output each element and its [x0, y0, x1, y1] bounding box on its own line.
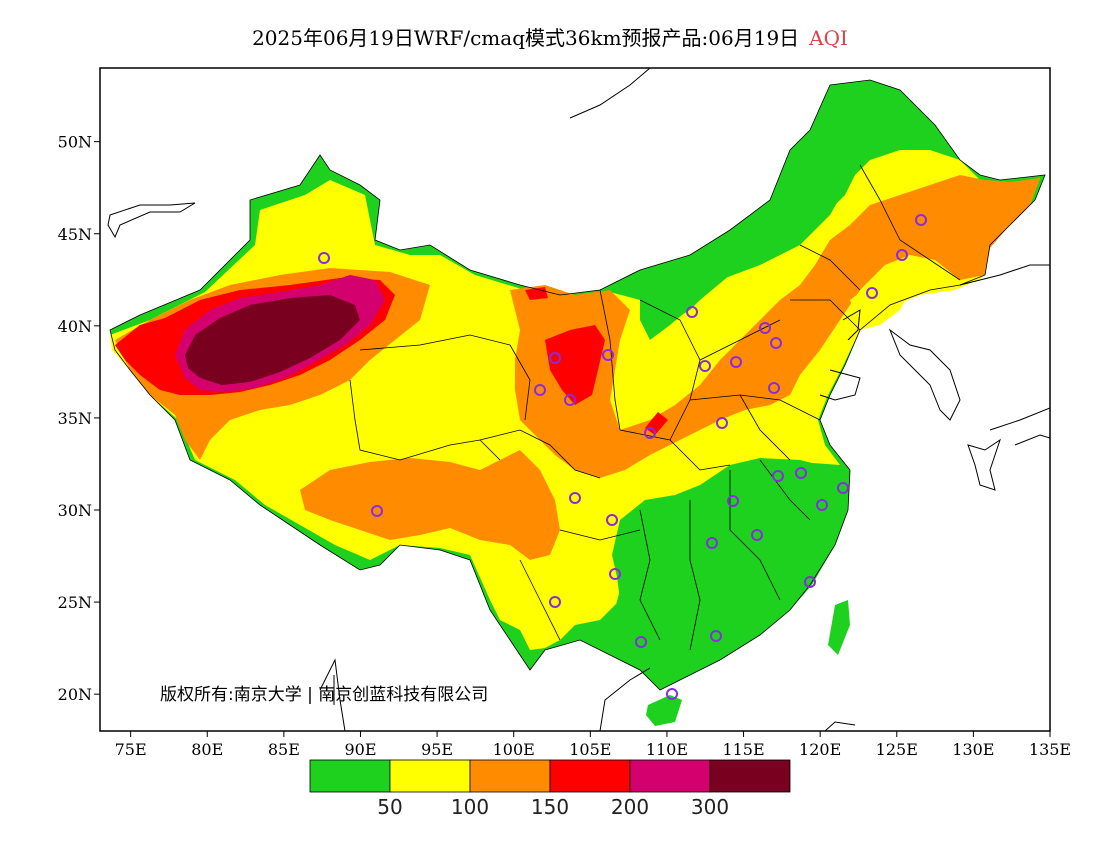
- legend-swatch: [309, 759, 391, 793]
- station-marker: [686, 306, 698, 318]
- legend-swatch: [549, 759, 631, 793]
- neighbour-coastlines: [107, 68, 1050, 731]
- hainan-island: [646, 695, 682, 726]
- station-marker: [609, 568, 621, 580]
- station-marker: [318, 252, 330, 264]
- station-marker: [635, 636, 647, 648]
- legend-label: 100: [451, 795, 489, 819]
- station-marker: [768, 382, 780, 394]
- lat-tick-label: 20N: [58, 685, 92, 704]
- station-marker: [706, 537, 718, 549]
- map-title: 2025年06月19日WRF/cmaq模式36km预报产品:06月19日 AQI: [0, 22, 1100, 51]
- region-good-northeast: [640, 82, 930, 340]
- lon-tick-label: 100E: [493, 740, 535, 759]
- region-usg-ne-patch: [850, 280, 910, 330]
- station-markers: [318, 214, 927, 700]
- station-marker: [816, 499, 828, 511]
- station-marker: [549, 352, 561, 364]
- station-marker: [602, 349, 614, 361]
- legend-label: 300: [691, 795, 729, 819]
- station-marker: [896, 249, 908, 261]
- station-marker: [549, 596, 561, 608]
- region-usg-tibet: [300, 450, 560, 560]
- station-marker: [727, 495, 739, 507]
- station-marker: [751, 529, 763, 541]
- lat-tick-label: 40N: [58, 317, 92, 336]
- lat-tick-label: 35N: [58, 409, 92, 428]
- station-marker: [770, 337, 782, 349]
- lat-tick-label: 50N: [58, 133, 92, 152]
- lon-tick-label: 115E: [722, 740, 764, 759]
- region-good-east: [612, 458, 848, 688]
- lon-tick-label: 85E: [268, 740, 300, 759]
- region-unhealthy-central: [545, 325, 605, 405]
- region-hazardous: [185, 295, 360, 385]
- station-marker: [699, 360, 711, 372]
- lon-tick-label: 75E: [115, 740, 147, 759]
- lon-tick-label: 125E: [876, 740, 918, 759]
- lon-tick-label: 80E: [191, 740, 223, 759]
- station-marker: [837, 482, 849, 494]
- station-marker: [371, 505, 383, 517]
- latitude-axis: 20N 25N 30N 35N 40N 45N 50N: [58, 133, 100, 704]
- legend-swatch: [709, 759, 791, 793]
- aqi-legend: 50 100 150 200 300: [309, 759, 791, 819]
- lon-tick-label: 105E: [569, 740, 611, 759]
- station-marker: [772, 470, 784, 482]
- station-marker: [534, 384, 546, 396]
- lon-tick-label: 95E: [421, 740, 453, 759]
- station-marker: [606, 514, 618, 526]
- title-main: 2025年06月19日WRF/cmaq模式36km预报产品:06月19日: [252, 26, 800, 50]
- station-marker: [795, 467, 807, 479]
- station-marker: [710, 630, 722, 642]
- legend-label: 50: [377, 795, 402, 819]
- station-marker: [644, 427, 656, 439]
- station-marker: [716, 417, 728, 429]
- lon-tick-label: 135E: [1029, 740, 1071, 759]
- lon-tick-label: 130E: [952, 740, 994, 759]
- legend-swatch: [629, 759, 711, 793]
- lat-tick-label: 25N: [58, 593, 92, 612]
- map-layers: [107, 68, 1050, 731]
- lat-tick-label: 30N: [58, 501, 92, 520]
- station-marker: [804, 576, 816, 588]
- station-marker: [915, 214, 927, 226]
- region-unhealthy-henan: [645, 412, 668, 435]
- legend-swatch: [469, 759, 551, 793]
- copyright-text: 版权所有:南京大学 | 南京创蓝科技有限公司: [160, 685, 489, 705]
- lon-tick-label: 110E: [646, 740, 688, 759]
- legend-label: 200: [611, 795, 649, 819]
- longitude-axis: 75E 80E 85E 90E 95E 100E 105E 110E 115E 120E 125E 1…: [115, 731, 1071, 759]
- region-usg-central: [510, 175, 1040, 478]
- station-marker: [564, 394, 576, 406]
- legend-label: 150: [531, 795, 569, 819]
- taiwan-island: [828, 600, 850, 655]
- station-marker: [666, 688, 678, 700]
- title-variable: AQI: [809, 26, 848, 50]
- station-marker: [866, 287, 878, 299]
- province-borders: [109, 79, 1046, 691]
- station-marker: [759, 322, 771, 334]
- lon-tick-label: 90E: [344, 740, 376, 759]
- lat-tick-label: 45N: [58, 225, 92, 244]
- legend-swatch: [389, 759, 471, 793]
- lon-tick-label: 120E: [799, 740, 841, 759]
- station-marker: [569, 492, 581, 504]
- station-marker: [730, 356, 742, 368]
